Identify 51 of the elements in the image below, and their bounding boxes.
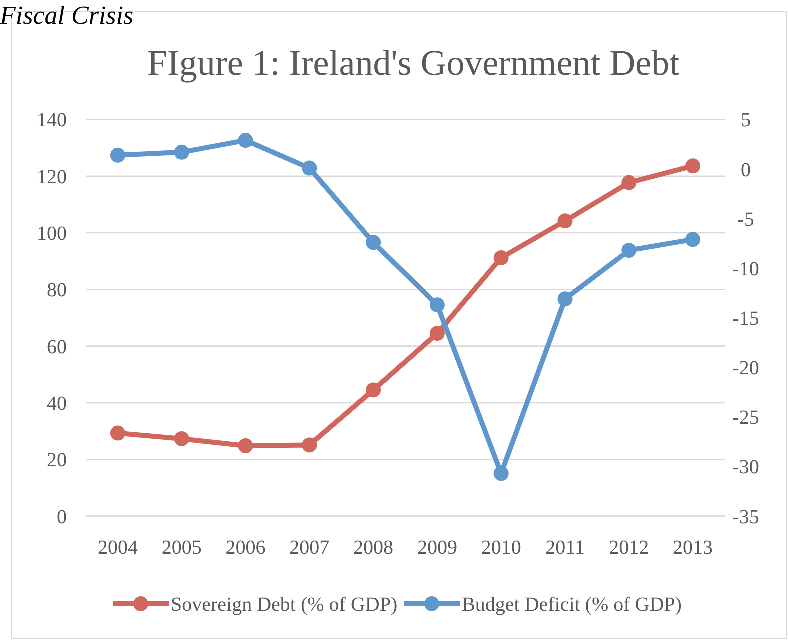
x-tick-label: 2010 bbox=[481, 537, 522, 559]
y2-tick-label: -25 bbox=[732, 407, 760, 430]
legend-label: Sovereign Debt (% of GDP) bbox=[171, 594, 398, 616]
point bbox=[686, 158, 701, 174]
point bbox=[494, 466, 509, 482]
x-tick-label: 2008 bbox=[354, 537, 394, 559]
point bbox=[622, 243, 637, 258]
point bbox=[174, 144, 190, 160]
point bbox=[366, 382, 382, 398]
x-tick-label: 2013 bbox=[673, 537, 714, 559]
x-tick-label: 2004 bbox=[98, 537, 138, 559]
x-tick-label: 2007 bbox=[290, 537, 330, 559]
y2-tick-label: 5 bbox=[741, 110, 751, 132]
y2-tick-label: -10 bbox=[732, 258, 760, 280]
y2-tick-label: -20 bbox=[732, 358, 760, 380]
point bbox=[686, 232, 701, 248]
point bbox=[558, 214, 573, 229]
point bbox=[110, 426, 126, 441]
text: Fiscal Crisis bbox=[0, 1, 134, 30]
point bbox=[494, 250, 509, 266]
x-tick-label: 2011 bbox=[546, 537, 585, 559]
point bbox=[174, 431, 190, 446]
point bbox=[430, 326, 445, 342]
y-tick-label: 20 bbox=[47, 450, 67, 472]
y2-tick-label: -30 bbox=[732, 456, 760, 479]
y2-tick-label: -15 bbox=[732, 308, 760, 330]
y-tick-label: 80 bbox=[47, 280, 67, 302]
chart-title: FIgure 1: Ireland's Government Debt bbox=[147, 43, 680, 83]
x-tick-label: 2012 bbox=[609, 537, 650, 559]
y-tick-label: 100 bbox=[37, 223, 67, 246]
legend-label: Budget Deficit (% of GDP) bbox=[462, 594, 682, 616]
point bbox=[238, 438, 254, 454]
y2-tick-label: -35 bbox=[732, 506, 760, 528]
y-tick-label: 40 bbox=[47, 392, 67, 415]
point bbox=[622, 175, 637, 190]
point bbox=[430, 298, 445, 313]
point bbox=[238, 133, 254, 148]
y2-tick-label: 0 bbox=[741, 159, 751, 182]
x-tick-label: 2005 bbox=[162, 537, 202, 559]
x-tick-label: 2006 bbox=[226, 537, 266, 559]
y-tick-label: 60 bbox=[47, 336, 67, 358]
y-tick-label: 120 bbox=[37, 166, 67, 188]
y-tick-label: 140 bbox=[37, 110, 67, 132]
point bbox=[302, 438, 318, 453]
point bbox=[302, 160, 318, 176]
y2-tick-label: -5 bbox=[738, 208, 754, 231]
point bbox=[110, 148, 126, 163]
point bbox=[366, 235, 382, 250]
x-tick-label: 2009 bbox=[417, 537, 458, 559]
y-tick-label: 0 bbox=[57, 506, 67, 528]
point bbox=[558, 292, 573, 307]
